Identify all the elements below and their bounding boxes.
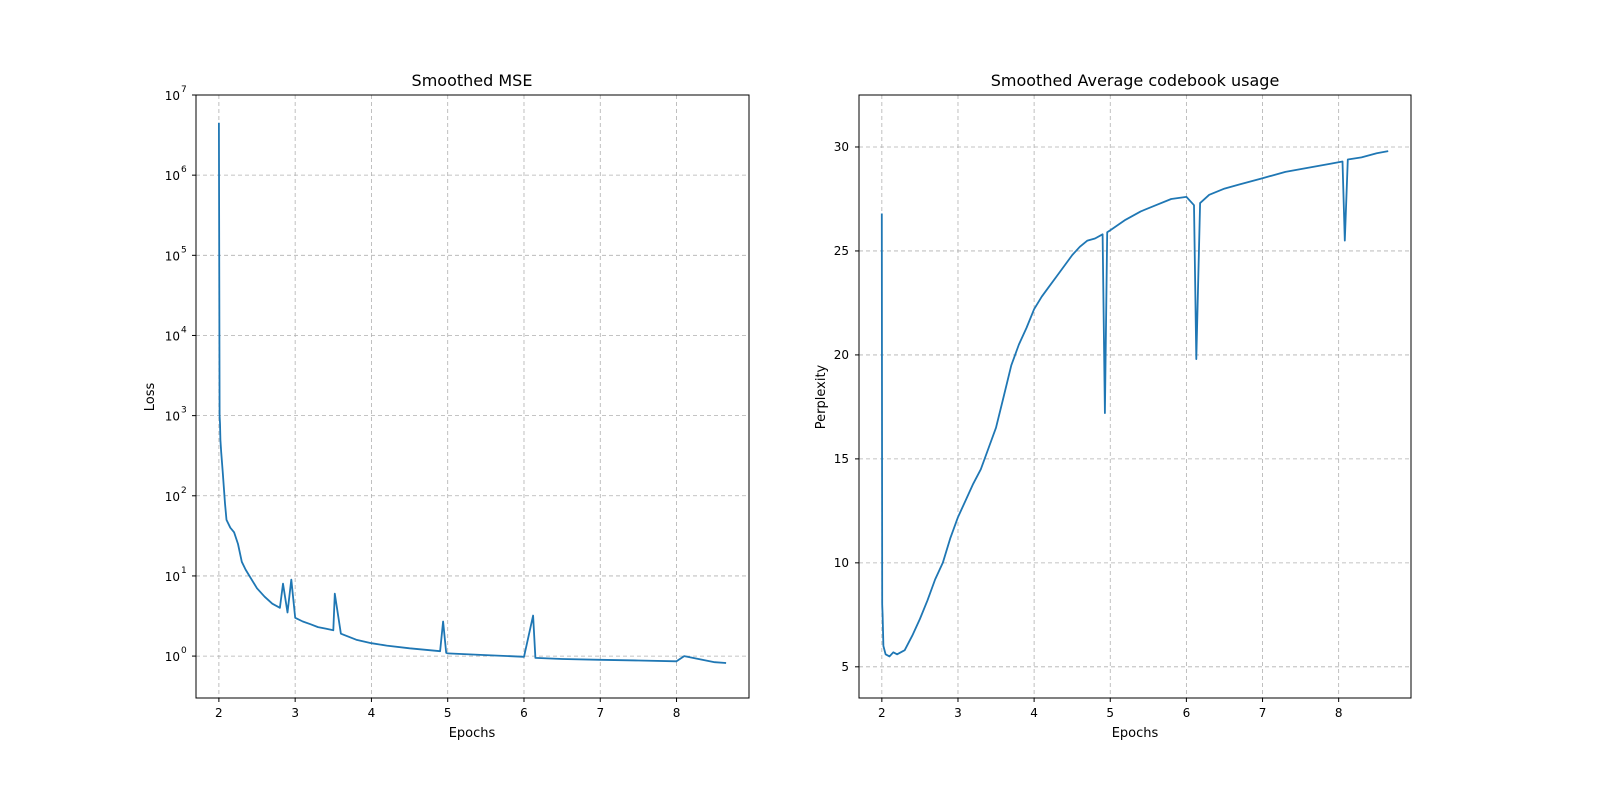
loss-y-tick-exponent: 3 xyxy=(181,406,187,416)
loss-y-tick-label: 10 xyxy=(165,169,180,183)
loss-x-tick-label: 4 xyxy=(368,706,376,720)
loss-y-tick-base: 10 xyxy=(165,570,180,584)
loss-x-tick-label: 3 xyxy=(291,706,299,720)
loss-y-tick-label: 10 xyxy=(165,570,180,584)
loss-y-tick-base: 10 xyxy=(165,490,180,504)
loss-y-tick-exponent: 7 xyxy=(181,85,187,95)
loss-y-tick-base: 10 xyxy=(165,329,180,343)
loss-x-tick-label: 2 xyxy=(215,706,223,720)
loss-series-line xyxy=(217,122,727,664)
perplexity-x-ticks: 2 3 4 5 6 7 8 xyxy=(878,698,1342,720)
perplexity-x-tick-label: 7 xyxy=(1259,706,1267,720)
loss-y-tick-exponent: 1 xyxy=(181,566,187,576)
perplexity-x-tick-label: 8 xyxy=(1335,706,1343,720)
loss-y-tick-label: 10 xyxy=(165,89,180,103)
perplexity-x-tick-label: 4 xyxy=(1030,706,1038,720)
perplexity-x-tick-label: 3 xyxy=(954,706,962,720)
loss-y-tick-exponent: 4 xyxy=(181,325,187,335)
perplexity-x-axis-label: Epochs xyxy=(1112,726,1159,741)
perplexity-x-tick-label: 6 xyxy=(1183,706,1191,720)
perplexity-chart-grid xyxy=(859,95,1411,698)
loss-y-tick-base: 10 xyxy=(165,169,180,183)
loss-x-ticks: 2 3 4 5 6 7 8 xyxy=(215,698,680,720)
loss-y-tick-exponent: 2 xyxy=(181,486,187,496)
loss-y-tick-base: 10 xyxy=(165,410,180,424)
loss-y-tick-exponent: 6 xyxy=(181,165,187,175)
perplexity-y-ticks: 5 10 15 20 25 30 xyxy=(834,140,859,674)
loss-y-tick-label: 10 xyxy=(165,490,180,504)
loss-chart-title: Smoothed MSE xyxy=(412,71,533,90)
loss-y-tick-exponent: 5 xyxy=(181,245,187,255)
perplexity-y-tick-label: 5 xyxy=(841,660,849,674)
perplexity-chart-frame xyxy=(858,94,1412,699)
loss-y-tick-label: 10 xyxy=(165,410,180,424)
loss-x-tick-label: 7 xyxy=(596,706,604,720)
loss-chart-frame xyxy=(195,94,750,699)
perplexity-y-tick-label: 30 xyxy=(834,140,849,154)
perplexity-y-tick-label: 15 xyxy=(834,452,849,466)
loss-x-tick-label: 5 xyxy=(444,706,452,720)
loss-x-axis-label: Epochs xyxy=(449,726,496,741)
perplexity-y-tick-label: 25 xyxy=(834,244,849,258)
perplexity-y-tick-label: 10 xyxy=(834,556,849,570)
loss-y-tick-base: 10 xyxy=(165,249,180,263)
loss-y-tick-label: 10 xyxy=(165,650,180,664)
loss-x-tick-label: 6 xyxy=(520,706,528,720)
perplexity-x-tick-label: 2 xyxy=(878,706,886,720)
perplexity-chart-title: Smoothed Average codebook usage xyxy=(991,71,1280,90)
loss-y-tick-base: 10 xyxy=(165,650,180,664)
loss-y-tick-label: 10 xyxy=(165,249,180,263)
perplexity-series-line xyxy=(880,150,1389,658)
perplexity-y-tick-label: 20 xyxy=(834,348,849,362)
loss-y-axis-label: Loss xyxy=(143,383,158,412)
loss-x-tick-label: 8 xyxy=(673,706,681,720)
perplexity-y-axis-label: Perplexity xyxy=(814,364,829,429)
loss-y-tick-exponent: 0 xyxy=(181,646,187,656)
perplexity-x-tick-label: 5 xyxy=(1106,706,1114,720)
loss-y-tick-label: 10 xyxy=(165,329,180,343)
loss-y-tick-base: 10 xyxy=(165,89,180,103)
